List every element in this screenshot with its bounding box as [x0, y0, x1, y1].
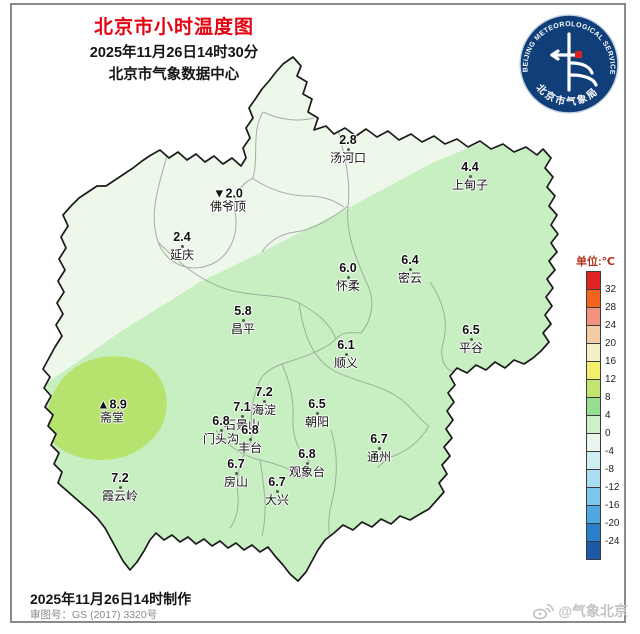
legend-color-cell	[586, 325, 601, 344]
legend-color-cell	[586, 541, 601, 560]
made-at-text: 2025年11月26日14时制作	[30, 591, 192, 607]
legend-tick-label: -24	[605, 536, 620, 547]
map-datetime: 2025年11月26日14时30分	[89, 45, 259, 61]
legend-tick-label: 32	[605, 284, 617, 295]
legend-tick-label: -8	[605, 464, 614, 475]
logo-red-accent	[575, 51, 582, 58]
wind-vane-icon	[550, 32, 598, 92]
legend-tick-label: 28	[605, 302, 617, 313]
legend-color-cell	[586, 343, 601, 362]
legend-scale	[586, 271, 601, 560]
legend-color-cell	[586, 487, 601, 506]
legend-color-cell	[586, 271, 601, 290]
legend-color-cell	[586, 361, 601, 380]
district-boundaries	[153, 99, 454, 554]
legend-tick-label: -20	[605, 518, 620, 529]
legend-tick-label: 4	[605, 410, 611, 421]
map-frame-border	[10, 3, 626, 623]
legend-tick-label: -4	[605, 446, 614, 457]
watermark-handle: @气象北京	[558, 603, 628, 619]
legend-ticks: 32 28 24 20 16 12 8 4 0 -4 -8 -12 -16 -20 -24	[605, 272, 635, 578]
legend-tick-label: 8	[605, 392, 611, 403]
legend-tick-label: 16	[605, 356, 617, 367]
legend-color-cell	[586, 397, 601, 416]
legend-color-cell	[586, 469, 601, 488]
legend-color-cell	[586, 307, 601, 326]
temp-band-8-12-region	[45, 356, 167, 460]
legend-color-cell	[586, 415, 601, 434]
legend-color-cell	[586, 289, 601, 308]
legend-tick-label: 20	[605, 338, 617, 349]
weibo-icon	[533, 603, 555, 620]
data-source: 北京市气象数据中心	[108, 67, 240, 83]
legend-color-cell	[586, 433, 601, 452]
legend-color-cell	[586, 451, 601, 470]
map-approval-number: 审图号：GS (2017) 3320号	[30, 609, 158, 621]
legend-tick-label: 24	[605, 320, 617, 331]
legend-tick-label: -16	[605, 500, 620, 511]
meteorological-service-logo: BEIJING METEOROLOGICAL SERVICE 北京市气象局	[519, 14, 619, 114]
page-title: 北京市小时温度图	[93, 17, 254, 38]
legend-color-cell	[586, 379, 601, 398]
municipality-outline	[42, 56, 559, 582]
legend-tick-label: 0	[605, 428, 611, 439]
watermark: @气象北京	[532, 601, 628, 621]
legend-color-cell	[586, 505, 601, 524]
legend-color-cell	[586, 523, 601, 542]
legend-unit-label: 单位:℃	[576, 256, 615, 268]
header-block: 北京市小时温度图 2025年11月26日14时30分 北京市气象数据中心	[6, 12, 342, 84]
legend-tick-label: -12	[605, 482, 620, 493]
legend-tick-label: 12	[605, 374, 617, 385]
